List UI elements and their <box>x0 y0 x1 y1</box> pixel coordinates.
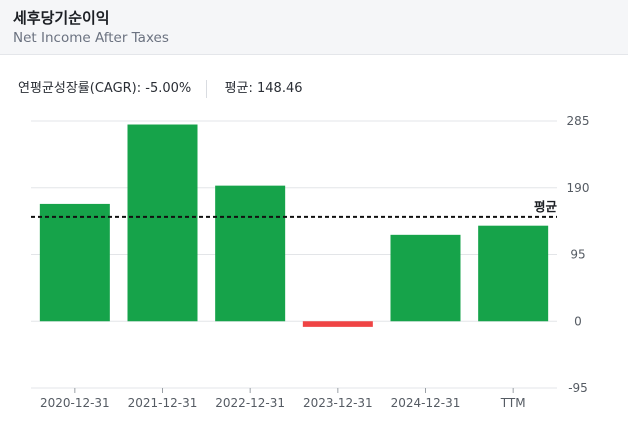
y-tick-label: -95 <box>568 381 588 395</box>
x-tick-label: TTM <box>500 396 526 410</box>
chart-subtitle: Net Income After Taxes <box>13 30 169 46</box>
y-tick-label: 285 <box>567 114 590 128</box>
bar-2020-12-31 <box>39 203 110 322</box>
cagr-label: 연평균성장률(CAGR): <box>18 81 142 96</box>
chart-header: 세후당기순이익 Net Income After Taxes <box>0 0 628 55</box>
y-tick-label: 190 <box>567 181 590 195</box>
bar-2021-12-31 <box>127 124 198 322</box>
chart-title: 세후당기순이익 <box>13 9 110 27</box>
cagr-value: -5.00% <box>145 81 192 96</box>
x-tick-label: 2022-12-31 <box>215 396 285 410</box>
bar-2024-12-31 <box>390 234 461 322</box>
average-value: 148.46 <box>257 81 303 96</box>
average-label: 평균: <box>224 81 253 96</box>
average-line-label: 평균 <box>534 199 558 214</box>
stats-row: 연평균성장률(CAGR): -5.00% 평균: 148.46 <box>18 77 303 98</box>
stats-divider <box>206 79 208 98</box>
bar-TTM <box>478 225 549 322</box>
x-tick-label: 2021-12-31 <box>128 396 198 410</box>
y-tick-label: 95 <box>570 248 585 262</box>
bar-2023-12-31 <box>302 321 373 327</box>
bar-2022-12-31 <box>215 185 286 322</box>
x-tick-label: 2024-12-31 <box>391 396 461 410</box>
y-tick-label: 0 <box>574 314 582 328</box>
x-tick-label: 2023-12-31 <box>303 396 373 410</box>
x-tick-label: 2020-12-31 <box>40 396 110 410</box>
